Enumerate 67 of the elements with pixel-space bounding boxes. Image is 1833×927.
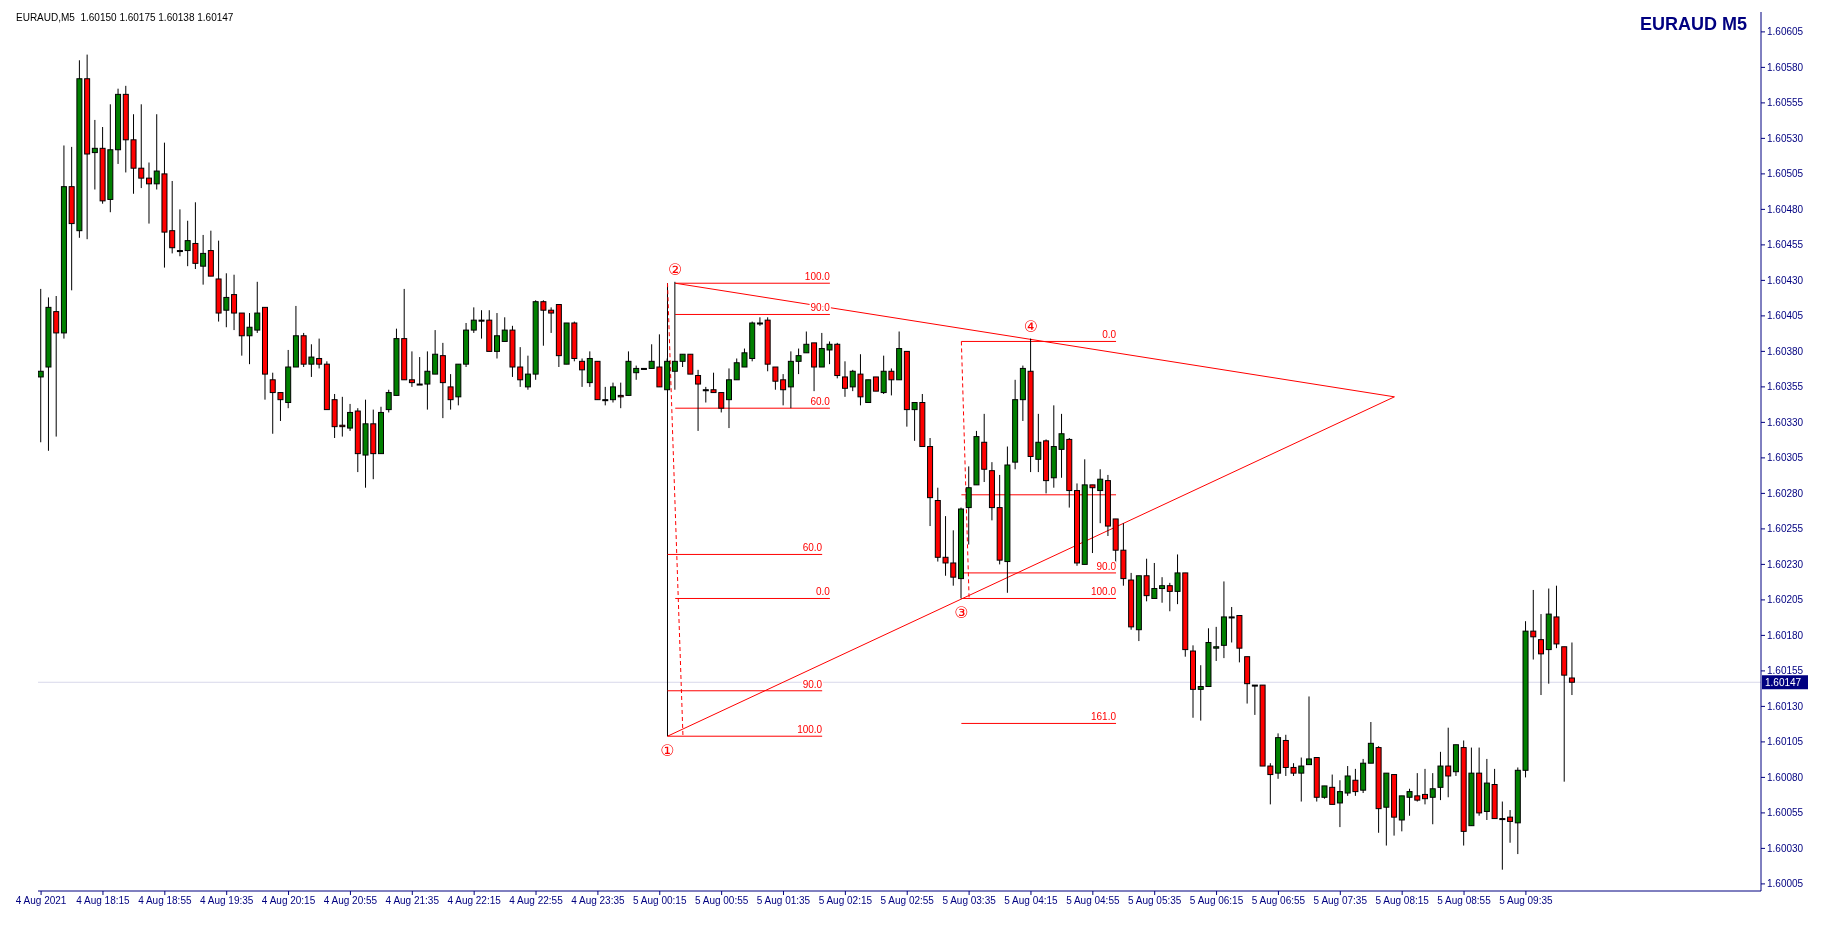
y-tick-label: 1.60355 [1767,381,1804,393]
y-tick-label: 1.60055 [1767,807,1804,819]
y-tick-label: 1.60405 [1767,310,1804,322]
x-tick-label: 5 Aug 03:35 [942,895,997,907]
y-tick-label: 1.60205 [1767,594,1804,606]
series-label: 100.0 [1091,586,1117,598]
x-tick-label: 4 Aug 18:55 [138,895,192,907]
y-tick-label: 1.60130 [1767,700,1804,712]
x-tick-label: 5 Aug 00:55 [694,895,749,907]
y-tick-label: 1.60305 [1767,452,1804,464]
x-tick-label: 5 Aug 06:15 [1189,895,1244,907]
x-tick-label: 4 Aug 2021 [15,895,67,907]
y-tick-label: 1.60480 [1767,203,1804,215]
x-tick-label: 5 Aug 02:55 [880,895,935,907]
y-tick-label: 1.60605 [1767,26,1804,38]
series-label: 0.0 [1102,329,1117,341]
x-tick-label: 4 Aug 19:35 [200,895,254,907]
x-tick-label: 4 Aug 21:35 [385,895,440,907]
annotation: ② [668,259,683,279]
series-label: 100.0 [804,271,831,283]
x-tick-label: 5 Aug 00:15 [633,895,687,907]
y-tick-label: 1.60580 [1767,61,1804,73]
y-tick-label: 1.60555 [1767,97,1804,109]
x-tick-label: 4 Aug 20:15 [261,895,316,907]
y-tick-label: 1.60380 [1767,345,1804,357]
y-tick-label: 1.60330 [1767,416,1804,428]
series-label: 90.0 [802,678,823,690]
series-label: 161.0 [1091,711,1117,723]
series-label: 60.0 [802,542,823,554]
x-tick-label: 5 Aug 06:55 [1251,895,1306,907]
annotation: ③ [954,602,969,622]
chart-title: EURAUD M5 [1639,14,1747,35]
y-tick-label: 1.60255 [1767,523,1804,535]
annotation: ① [660,740,675,760]
x-tick-label: 4 Aug 20:55 [323,895,378,907]
y-tick-label: 1.60080 [1767,771,1804,783]
y-tick-label: 1.60530 [1767,132,1804,144]
y-tick-label: 1.60155 [1767,665,1804,677]
x-tick-label: 5 Aug 08:55 [1437,895,1492,907]
x-tick-label: 5 Aug 04:15 [1004,895,1059,907]
y-tick-label: 1.60455 [1767,239,1804,251]
y-tick-label: 1.60105 [1767,736,1804,748]
chart-subtitle: EURAUD,M5 1.60150 1.60175 1.60138 1.60147 [16,12,234,23]
x-tick-label: 5 Aug 02:15 [818,895,873,907]
x-tick-label: 5 Aug 08:15 [1375,895,1430,907]
series-label: 60.0 [810,396,831,408]
x-tick-label: 5 Aug 04:55 [1066,895,1120,907]
y-tick-label: 1.60030 [1767,842,1804,854]
x-tick-label: 4 Aug 22:15 [447,895,502,907]
ref-line-label: 1.60147 [1765,677,1802,689]
series-label: 100.0 [797,724,823,736]
series-label: 0.0 [815,586,831,598]
y-tick-label: 1.60505 [1767,168,1804,180]
series-label: 90.0 [1096,560,1117,572]
y-tick-label: 1.60230 [1767,558,1804,570]
x-tick-label: 5 Aug 09:35 [1499,895,1554,907]
y-tick-label: 1.60280 [1767,487,1804,499]
annotation: ④ [1023,316,1039,336]
y-tick-label: 1.60005 [1767,878,1804,890]
x-tick-label: 4 Aug 23:35 [571,895,626,907]
x-tick-label: 5 Aug 01:35 [756,895,811,907]
x-tick-label: 5 Aug 05:35 [1128,895,1182,907]
x-tick-label: 5 Aug 07:35 [1313,895,1368,907]
y-tick-label: 1.60430 [1767,274,1804,286]
x-tick-label: 4 Aug 22:55 [509,895,564,907]
y-tick-label: 1.60180 [1767,629,1804,641]
x-tick-label: 4 Aug 18:15 [76,895,131,907]
